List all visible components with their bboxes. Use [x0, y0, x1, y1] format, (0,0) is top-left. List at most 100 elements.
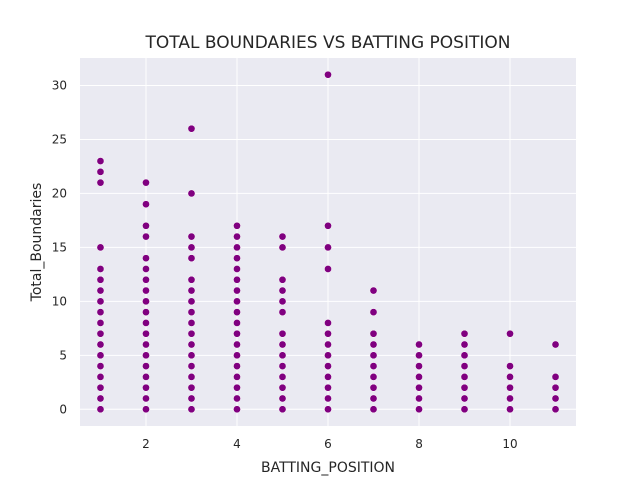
- data-point: [187, 351, 196, 360]
- data-point: [142, 319, 150, 327]
- y-axis-label: Total_Boundaries: [29, 183, 45, 303]
- data-point: [324, 265, 332, 273]
- data-point: [415, 340, 423, 349]
- data-point: [142, 308, 150, 316]
- data-point: [142, 340, 150, 349]
- x-tick-labels: 2 4 6 8 10: [142, 437, 517, 451]
- data-point: [233, 373, 241, 381]
- data-point: [187, 340, 196, 349]
- data-points: [96, 70, 560, 414]
- data-point: [142, 373, 150, 381]
- data-point: [233, 286, 241, 295]
- x-tick-label: 6: [324, 437, 332, 451]
- data-point: [324, 329, 332, 338]
- data-point: [369, 351, 378, 360]
- data-point: [187, 394, 196, 403]
- data-point: [142, 362, 150, 370]
- data-point: [460, 373, 469, 381]
- data-point: [460, 340, 469, 349]
- data-point: [460, 383, 469, 392]
- data-point: [187, 362, 196, 370]
- data-point: [369, 394, 378, 403]
- data-point: [233, 362, 241, 370]
- data-point: [142, 297, 150, 306]
- data-point: [187, 124, 196, 133]
- data-point: [96, 157, 105, 165]
- data-point: [96, 265, 105, 273]
- data-point: [142, 351, 150, 360]
- data-point: [460, 362, 469, 370]
- data-point: [278, 243, 287, 252]
- data-point: [187, 383, 196, 392]
- data-point: [96, 275, 105, 284]
- data-point: [96, 373, 105, 381]
- data-point: [233, 340, 241, 349]
- data-point: [187, 254, 196, 263]
- data-point: [278, 275, 287, 284]
- data-point: [96, 394, 105, 403]
- data-point: [415, 394, 423, 403]
- data-point: [324, 383, 332, 392]
- data-point: [96, 243, 105, 252]
- data-point: [460, 405, 469, 414]
- data-point: [96, 297, 105, 306]
- y-tick-label: 15: [52, 240, 67, 254]
- x-tick-label: 2: [142, 437, 150, 451]
- data-point: [96, 351, 105, 360]
- data-point: [142, 329, 150, 338]
- data-point: [506, 329, 514, 338]
- data-point: [369, 383, 378, 392]
- data-point: [233, 243, 241, 252]
- data-point: [187, 275, 196, 284]
- data-point: [415, 405, 423, 414]
- data-point: [551, 373, 560, 381]
- data-point: [278, 362, 287, 370]
- data-point: [369, 362, 378, 370]
- data-point: [187, 297, 196, 306]
- data-point: [142, 383, 150, 392]
- data-point: [324, 243, 332, 252]
- data-point: [142, 221, 150, 230]
- data-point: [506, 362, 514, 370]
- data-point: [96, 308, 105, 316]
- y-tick-label: 30: [52, 79, 67, 93]
- data-point: [369, 340, 378, 349]
- data-point: [96, 319, 105, 327]
- data-point: [324, 362, 332, 370]
- data-point: [142, 394, 150, 403]
- chart-title: TOTAL BOUNDARIES VS BATTING POSITION: [145, 33, 511, 53]
- data-point: [233, 383, 241, 392]
- data-point: [96, 362, 105, 370]
- data-point: [187, 319, 196, 327]
- data-point: [324, 221, 332, 230]
- data-point: [369, 329, 378, 338]
- data-point: [324, 373, 332, 381]
- data-point: [233, 254, 241, 263]
- data-point: [233, 221, 241, 230]
- data-point: [324, 394, 332, 403]
- data-point: [415, 383, 423, 392]
- data-point: [278, 383, 287, 392]
- data-point: [369, 308, 378, 316]
- data-point: [142, 232, 150, 241]
- data-point: [551, 340, 560, 349]
- data-point: [278, 308, 287, 316]
- data-point: [551, 394, 560, 403]
- data-point: [278, 286, 287, 295]
- data-point: [96, 405, 105, 414]
- data-point: [460, 394, 469, 403]
- data-point: [233, 265, 241, 273]
- data-point: [187, 373, 196, 381]
- data-point: [278, 394, 287, 403]
- data-point: [187, 308, 196, 316]
- data-point: [233, 329, 241, 338]
- data-point: [187, 286, 196, 295]
- data-point: [415, 373, 423, 381]
- data-point: [369, 373, 378, 381]
- data-point: [142, 178, 150, 187]
- data-point: [278, 329, 287, 338]
- data-point: [96, 168, 105, 176]
- data-point: [233, 319, 241, 327]
- data-point: [415, 351, 423, 360]
